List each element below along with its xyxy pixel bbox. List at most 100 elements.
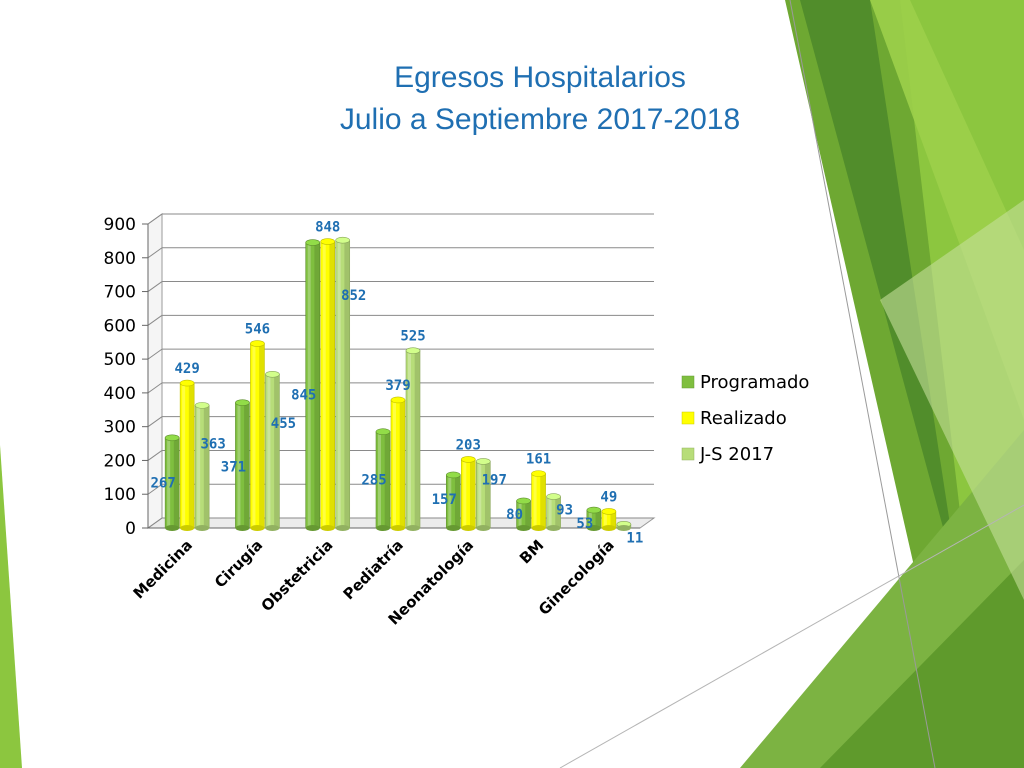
data-label: 53 <box>576 516 593 532</box>
bar-highlight <box>322 241 326 528</box>
bar-top <box>179 379 195 387</box>
bar <box>375 428 391 531</box>
bar-base <box>195 525 210 531</box>
bar-highlight <box>533 473 537 528</box>
legend-swatch <box>681 411 695 425</box>
bar <box>475 458 491 531</box>
bar-highlight <box>182 383 186 528</box>
bar-top <box>265 371 280 378</box>
chart-legend: Programado Realizado J-S 2017 <box>681 372 809 465</box>
data-label: 197 <box>482 473 507 489</box>
bar-top <box>375 428 391 436</box>
bar-highlight <box>408 350 411 528</box>
bar-top <box>335 236 351 244</box>
bar <box>250 340 265 531</box>
data-label: 455 <box>271 416 296 432</box>
bar-base <box>586 525 601 531</box>
bar <box>586 506 602 531</box>
y-tick-label: 300 <box>104 418 136 438</box>
y-tick-label: 400 <box>104 384 136 404</box>
bar-highlight <box>548 496 552 528</box>
bar <box>546 493 561 531</box>
y-tick-label: 900 <box>104 215 136 235</box>
bar-top <box>546 493 561 500</box>
bar-base <box>391 525 405 531</box>
gridline-diagonal <box>147 517 163 529</box>
bar <box>531 470 546 531</box>
bar-shadow <box>274 374 280 528</box>
data-label: 546 <box>245 322 270 338</box>
bar-top <box>586 506 602 514</box>
bar-base <box>516 525 531 531</box>
bar-base <box>376 525 390 531</box>
data-label: 80 <box>506 507 523 523</box>
data-label: 845 <box>291 388 316 404</box>
gridline-diagonal <box>147 348 163 360</box>
bar-top <box>531 470 546 477</box>
y-tick-label: 600 <box>104 316 136 336</box>
data-label: 267 <box>150 475 175 491</box>
chart-title-line2: Julio a Septiembre 2017-2018 <box>339 103 741 136</box>
data-label: 11 <box>626 530 643 546</box>
bar <box>320 238 336 531</box>
gridline-diagonal <box>147 247 163 259</box>
gridline-diagonal <box>147 213 163 225</box>
y-tick-label: 500 <box>104 350 136 370</box>
bar-base <box>265 525 280 531</box>
data-label: 525 <box>400 329 425 345</box>
bar-highlight <box>448 474 452 528</box>
bar-top <box>390 396 406 404</box>
bar-highlight <box>518 500 522 528</box>
bar-base <box>546 525 561 531</box>
bar-shadow <box>454 474 461 528</box>
bar-top <box>516 497 531 505</box>
bar-shadow <box>173 437 180 528</box>
bar-top <box>601 508 617 515</box>
bar-base <box>601 525 616 531</box>
y-tick-label: 100 <box>104 485 136 505</box>
bar-highlight <box>237 402 241 528</box>
bar-base <box>531 525 546 531</box>
bar-shadow <box>259 343 265 528</box>
legend-label: Programado <box>700 372 809 393</box>
bar-base <box>461 525 476 531</box>
y-tick-label: 200 <box>104 451 136 471</box>
bar <box>405 347 421 531</box>
data-labels: 267 429 363 371 546 455 845 848 852 285 379 525 157 2… <box>150 220 643 547</box>
bar <box>335 236 351 531</box>
bar-shadow <box>344 240 350 529</box>
data-label: 848 <box>315 220 340 236</box>
bar <box>194 402 210 531</box>
gridline-diagonal <box>147 382 163 394</box>
data-label: 49 <box>600 489 617 505</box>
bar-base <box>305 525 320 531</box>
bar-top <box>235 399 250 406</box>
bar-base <box>165 525 180 531</box>
bar-top <box>475 458 491 465</box>
bar <box>460 456 476 531</box>
bar-shadow <box>525 500 531 528</box>
bar-shadow <box>610 511 616 528</box>
x-category-label: Obstetricia <box>258 536 337 615</box>
bar-highlight <box>337 240 341 529</box>
bar-shadow <box>595 510 601 528</box>
bar <box>164 434 180 531</box>
legend-swatch <box>681 375 695 389</box>
legend-swatch <box>681 447 695 461</box>
bar-shadow <box>384 431 390 528</box>
gridline-diagonal <box>147 416 163 428</box>
bar-top <box>405 347 421 354</box>
bar-top <box>305 239 321 246</box>
bar-shadow <box>484 461 491 528</box>
bar-top <box>445 471 461 479</box>
bar-highlight <box>478 461 482 528</box>
legend-label: J-S 2017 <box>699 444 774 465</box>
bar <box>516 497 531 531</box>
bar-base <box>476 525 491 531</box>
bar-top <box>164 434 180 442</box>
bar-base <box>180 525 195 531</box>
y-tick-label: 700 <box>104 283 136 303</box>
